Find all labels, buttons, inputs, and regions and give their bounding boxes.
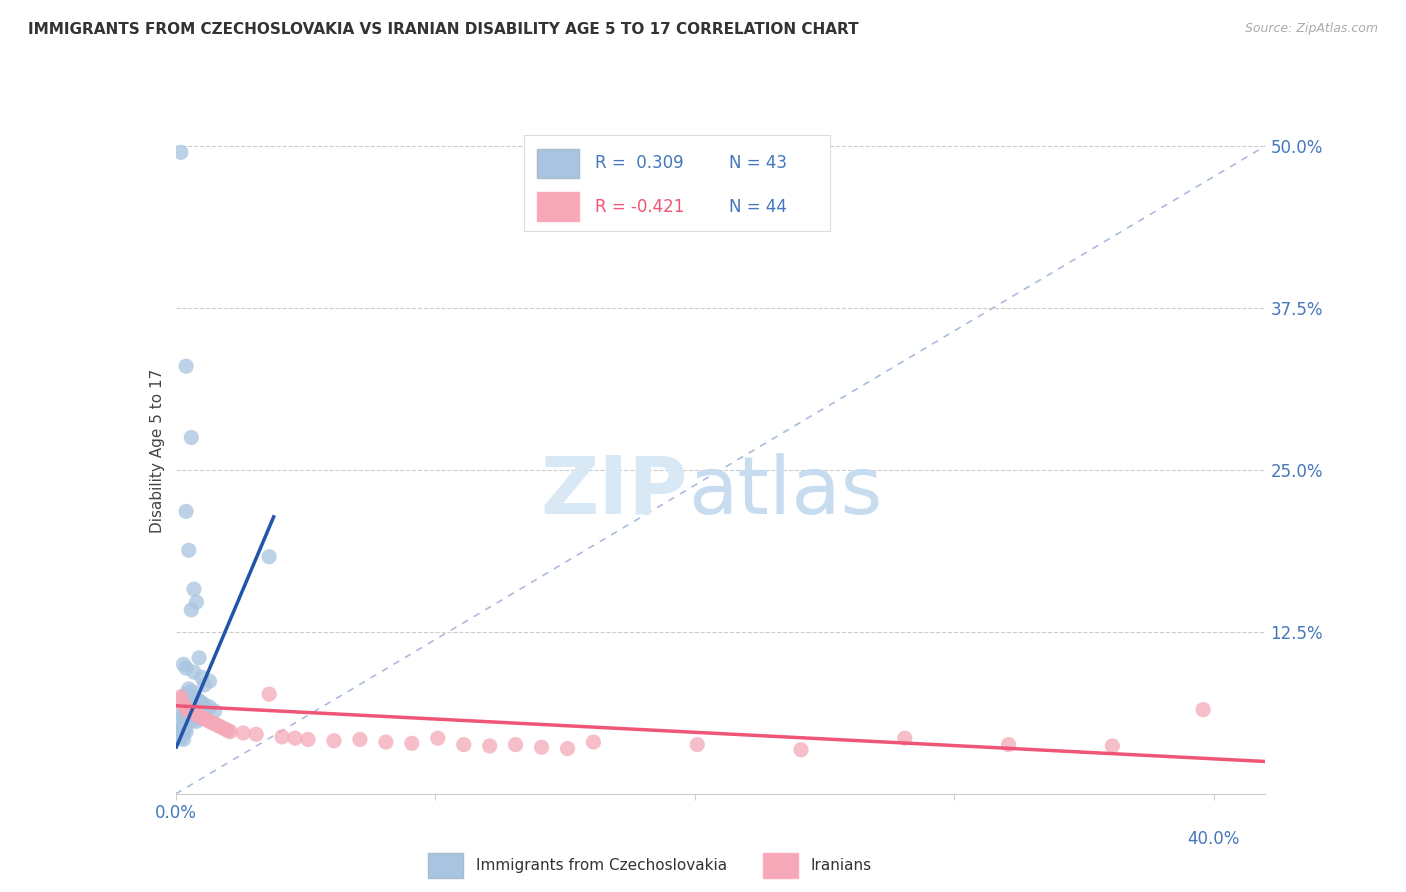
Point: [214, 722, 236, 736]
Point: [173, 723, 195, 738]
Point: [193, 678, 215, 692]
Text: atlas: atlas: [688, 452, 882, 531]
Point: [177, 704, 200, 718]
Point: [453, 738, 475, 752]
Text: Immigrants from Czechoslovakia: Immigrants from Czechoslovakia: [475, 858, 727, 872]
Point: [173, 727, 195, 741]
Text: 40.0%: 40.0%: [1187, 830, 1240, 847]
Point: [188, 709, 211, 723]
Point: [186, 714, 208, 729]
Point: [180, 430, 202, 444]
Point: [219, 724, 242, 739]
Point: [997, 738, 1019, 752]
Point: [183, 706, 205, 721]
Point: [323, 733, 346, 747]
Point: [198, 700, 221, 714]
Point: [232, 726, 254, 740]
Point: [174, 724, 197, 739]
Point: [193, 712, 215, 726]
Point: [177, 543, 200, 558]
Point: [180, 603, 202, 617]
Text: IMMIGRANTS FROM CZECHOSLOVAKIA VS IRANIAN DISABILITY AGE 5 TO 17 CORRELATION CHA: IMMIGRANTS FROM CZECHOSLOVAKIA VS IRANIA…: [28, 22, 859, 37]
Point: [186, 692, 208, 706]
Point: [426, 731, 449, 746]
Point: [530, 740, 553, 755]
Point: [174, 719, 197, 733]
Text: Iranians: Iranians: [811, 858, 872, 872]
Text: ZIP: ZIP: [541, 452, 688, 531]
Point: [174, 709, 197, 723]
Point: [180, 712, 202, 726]
Point: [1192, 703, 1215, 717]
Point: [211, 721, 233, 735]
Point: [177, 681, 200, 696]
Point: [174, 504, 197, 518]
Point: [1101, 739, 1123, 753]
Point: [170, 690, 193, 704]
Point: [557, 741, 579, 756]
Point: [173, 707, 195, 722]
Point: [173, 698, 195, 712]
Point: [204, 704, 226, 718]
Point: [198, 674, 221, 689]
Point: [190, 710, 212, 724]
Point: [193, 698, 215, 712]
Point: [170, 145, 193, 160]
Point: [173, 657, 195, 672]
Point: [284, 731, 307, 746]
Point: [190, 670, 212, 684]
Point: [183, 713, 205, 727]
Point: [186, 707, 208, 722]
Point: [297, 732, 319, 747]
Point: [174, 687, 197, 701]
Point: [188, 650, 211, 665]
Point: [173, 718, 195, 732]
Point: [170, 722, 193, 736]
Point: [195, 713, 218, 727]
Point: [180, 684, 202, 698]
Point: [170, 706, 193, 721]
Point: [217, 723, 239, 738]
FancyBboxPatch shape: [429, 853, 463, 878]
Point: [349, 732, 371, 747]
Point: [478, 739, 501, 753]
Point: [173, 732, 195, 747]
Point: [177, 710, 200, 724]
Point: [204, 717, 226, 731]
Point: [186, 595, 208, 609]
Text: Source: ZipAtlas.com: Source: ZipAtlas.com: [1244, 22, 1378, 36]
Point: [174, 359, 197, 374]
Point: [183, 690, 205, 704]
Point: [208, 719, 231, 733]
Point: [894, 731, 917, 746]
Point: [170, 692, 193, 706]
Point: [183, 582, 205, 596]
Point: [686, 738, 709, 752]
Point: [257, 549, 280, 564]
Point: [198, 714, 221, 729]
Y-axis label: Disability Age 5 to 17: Disability Age 5 to 17: [149, 368, 165, 533]
Point: [257, 687, 280, 701]
Point: [207, 718, 229, 732]
FancyBboxPatch shape: [763, 853, 799, 878]
Point: [401, 736, 423, 750]
Point: [170, 731, 193, 746]
Point: [190, 696, 212, 710]
Point: [170, 729, 193, 743]
Point: [271, 730, 294, 744]
Point: [201, 715, 224, 730]
Point: [582, 735, 605, 749]
Point: [170, 717, 193, 731]
Point: [245, 727, 267, 741]
Point: [374, 735, 396, 749]
Point: [174, 661, 197, 675]
Point: [180, 705, 202, 719]
Point: [174, 701, 197, 715]
Point: [790, 743, 813, 757]
Point: [183, 665, 205, 679]
Point: [188, 693, 211, 707]
Point: [505, 738, 527, 752]
